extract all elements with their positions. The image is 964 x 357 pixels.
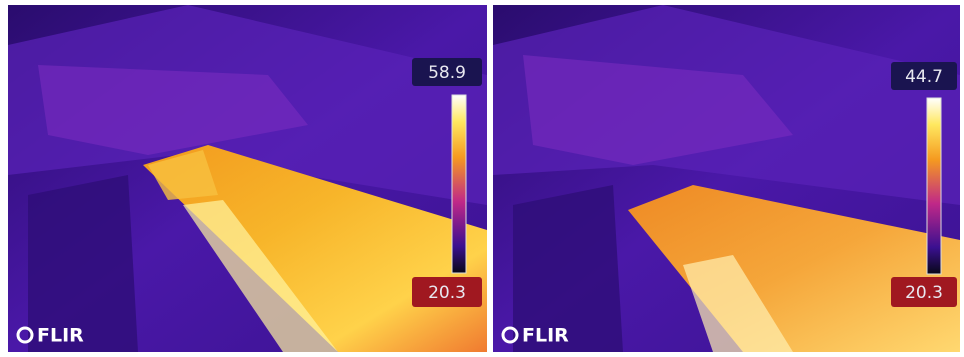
min-temp: 20.3 (905, 283, 943, 303)
thermal-image: 58.9 20.3 FLIR (8, 5, 487, 352)
max-temp: 58.9 (428, 63, 466, 83)
logo: FLIR (522, 325, 569, 347)
screen: 58.9 20.3 FLIR 44.7 20.3 FLIR (0, 0, 964, 357)
color-scale (927, 98, 941, 274)
thermal-image: 44.7 20.3 FLIR (493, 5, 960, 352)
page: {"images": [ {"max_temp": "58.9", "min_t… (0, 0, 964, 357)
min-temp: 20.3 (428, 283, 466, 303)
max-temp: 44.7 (905, 67, 943, 87)
color-scale (452, 95, 466, 273)
logo: FLIR (37, 325, 84, 347)
